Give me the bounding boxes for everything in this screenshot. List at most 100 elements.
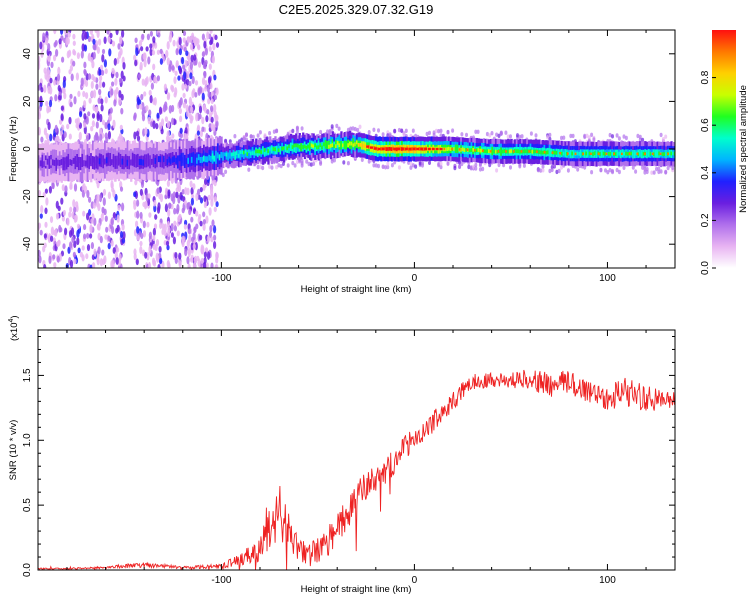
spectrogram-ridge-cell [668, 152, 671, 157]
spectrogram-ridge-cell [211, 153, 214, 160]
spectrogram-noise-cell [201, 51, 205, 58]
spectrogram-noise-cell [118, 97, 122, 106]
spectrogram-haze-cell [608, 132, 612, 138]
spectrogram-noise-cell [97, 246, 101, 255]
spectrogram-noise-cell [153, 199, 157, 207]
spectrogram-ridge-cell [164, 158, 168, 164]
spectrogram-noise-cell [68, 211, 72, 218]
spectrogram-haze-cell [569, 133, 573, 139]
spectrogram-noise-cell [208, 207, 212, 216]
spectrogram-noise-cell [185, 104, 189, 112]
spectrogram-haze-cell [541, 168, 545, 173]
spectrogram-haze-cell [249, 134, 253, 139]
spectrogram-noise-cell [189, 61, 193, 70]
spectrogram-peak-cell [466, 148, 469, 151]
spectrogram-noise-cell [136, 210, 140, 219]
spectrogram-ridge-cell [93, 156, 96, 163]
spectrogram-ridge-cell [71, 159, 74, 166]
spectrogram-haze-cell [397, 165, 401, 170]
spectrogram-noise-cell [147, 116, 151, 125]
spectrogram-noise-cell [73, 240, 77, 248]
spectrogram-ridge-cell [272, 147, 275, 151]
spectrogram-ridge-cell [317, 140, 320, 150]
spectrogram-noise-cell [113, 99, 117, 107]
spectrogram-noise-cell [205, 215, 209, 224]
spectrogram-ridge-cell [616, 151, 619, 156]
spectrogram-noise-cell [139, 61, 143, 70]
spectrogram-ridge-cell [642, 151, 645, 156]
spectrogram-noise-cell [215, 201, 219, 208]
spectrogram-noise-cell [138, 73, 142, 79]
spectrogram-noise-cell [189, 180, 193, 188]
spectrogram-haze-cell [529, 131, 533, 136]
spectrogram-ridge-cell [183, 157, 187, 164]
spectrogram-noise-cell [116, 214, 120, 223]
spectrogram-noise-cell [178, 48, 182, 56]
spectrogram-ridge-cell [309, 145, 312, 150]
spectrogram-y-ticks: -40 -20 0 20 40 [22, 48, 675, 251]
spectrogram-noise-cell [210, 122, 214, 131]
spectrogram-haze-cell [305, 159, 309, 164]
spectrogram-haze-cell [451, 128, 455, 133]
spectrogram-noise-cell [139, 188, 143, 196]
spectrogram-haze-cell [275, 128, 279, 133]
x-tick-label: 100 [599, 575, 616, 586]
spectrogram-noise-cell [213, 196, 217, 203]
spectrogram-peak-cell [659, 152, 662, 155]
spectrogram-ridge-cell [78, 157, 81, 171]
spectrogram-noise-cell [183, 71, 187, 80]
spectrogram-noise-cell [109, 107, 113, 114]
spectrogram-haze-cell [393, 128, 397, 134]
spectrogram-noise-cell [135, 130, 140, 137]
spectrogram-ridge-cell [210, 155, 213, 162]
spectrogram-ridge-cell [510, 149, 513, 153]
spectrogram-ridge-cell [107, 159, 110, 165]
spectrogram-noise-cell [116, 247, 120, 253]
spectrogram-noise-cell [92, 38, 96, 45]
spectrogram-noise-cell [190, 242, 194, 251]
spectrogram-noise-cell [83, 44, 88, 52]
spectrogram-ridge-cell [131, 158, 135, 165]
spectrogram-ridge-cell [305, 145, 308, 150]
spectrogram-noise-cell [54, 228, 58, 237]
spectrogram-noise-cell [210, 116, 214, 123]
spectrogram-noise-cell [184, 219, 188, 226]
spectrogram-haze-cell [439, 133, 443, 138]
spectrogram-ridge-cell [289, 145, 293, 150]
spectrogram-noise-cell [100, 64, 104, 71]
spectrogram-noise-cell [83, 100, 87, 109]
spectrogram-noise-cell [203, 71, 207, 77]
spectrogram-noise-cell [152, 63, 156, 71]
spectrogram-noise-cell [154, 42, 158, 49]
spectrogram-noise-cell [61, 184, 65, 192]
spectrogram-noise-cell [39, 41, 43, 50]
spectrogram-ridge-cell [216, 152, 220, 159]
spectrogram-noise-cell [67, 32, 71, 38]
spectrogram-peak-cell [590, 152, 592, 155]
spectrogram-ridge-cell [434, 146, 437, 151]
spectrogram-haze-cell [240, 137, 244, 142]
spectrogram-ridge-cell [625, 151, 628, 156]
spectrogram-ridge-cell [117, 159, 121, 166]
spectrogram-noise-cell [213, 94, 217, 101]
spectrogram-noise-cell [148, 245, 152, 254]
spectrogram-noise-cell [176, 230, 180, 237]
spectrogram-noise-cell [185, 50, 189, 57]
spectrogram-noise-cell [44, 221, 48, 228]
spectrogram-noise-cell [171, 117, 175, 125]
spectrogram-peak-cell [404, 147, 408, 151]
spectrogram-noise-cell [92, 262, 96, 268]
spectrogram-haze-cell [539, 168, 543, 173]
spectrogram-noise-cell [213, 206, 217, 213]
spectrogram-haze-cell [386, 164, 390, 170]
spectrogram-noise-cell [190, 187, 194, 196]
spectrogram-noise-cell [40, 136, 44, 143]
spectrogram-ridge-cell [215, 155, 218, 162]
spectrogram-noise-cell [172, 39, 176, 47]
spectrogram-haze-cell [497, 133, 501, 138]
spectrogram-noise-cell [199, 130, 203, 138]
spectrogram-haze-cell [397, 127, 401, 133]
spectrogram-haze-cell [377, 163, 380, 169]
spectrogram-noise-cell [181, 56, 185, 65]
spectrogram-noise-cell [215, 114, 219, 122]
